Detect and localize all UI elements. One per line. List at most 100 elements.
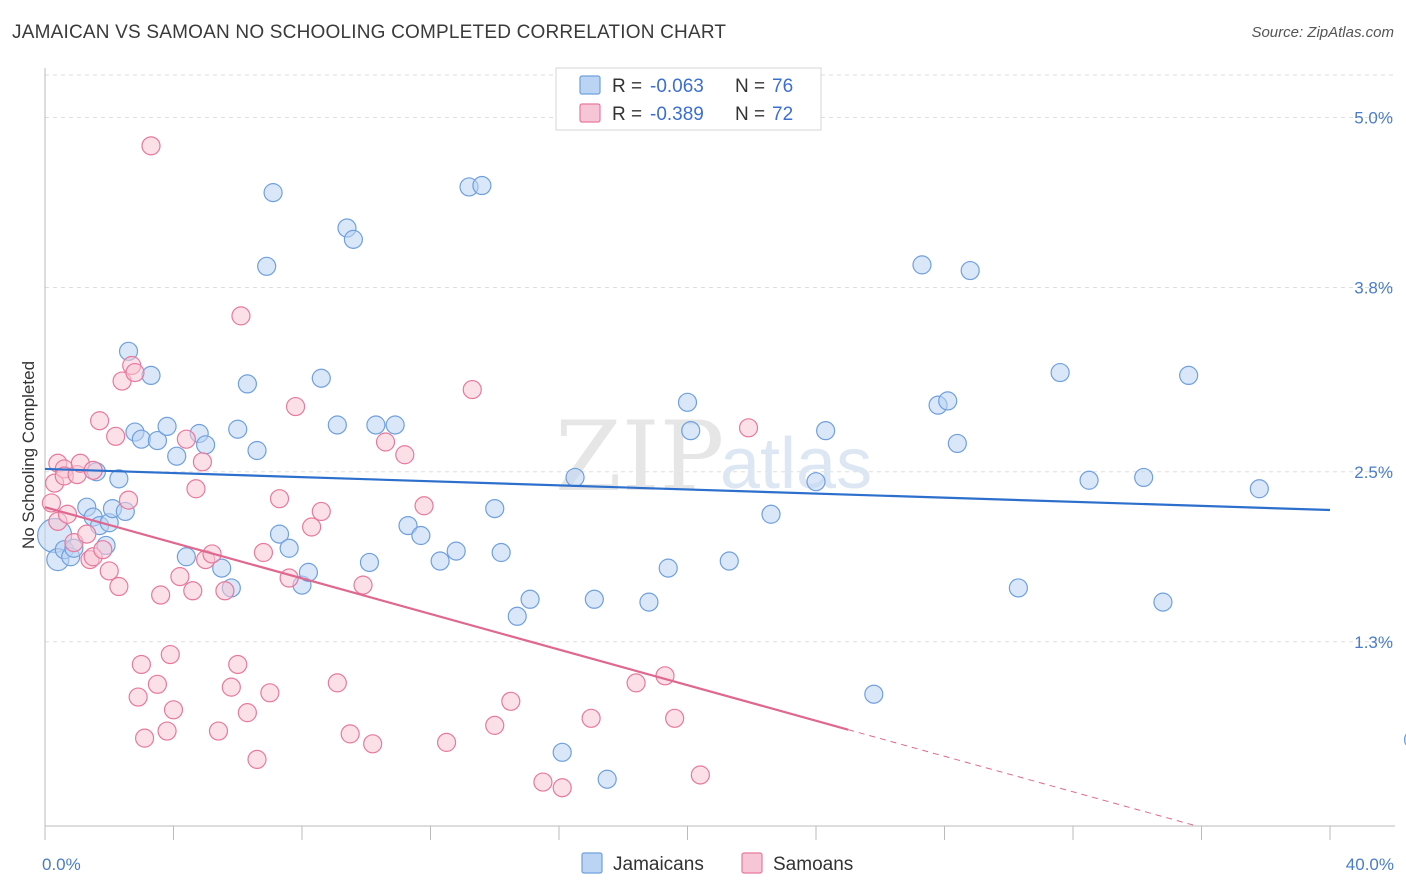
jamaican-point — [947, 433, 967, 454]
jamaican-point — [147, 430, 168, 451]
jamaican-point — [141, 365, 161, 385]
legend-swatch-jamaicans — [579, 75, 601, 95]
jamaican-point — [131, 429, 151, 449]
jamaican-point — [176, 547, 196, 567]
samoan-point — [170, 567, 190, 587]
jamaican-point — [237, 374, 257, 394]
x-tick-label: 40.0% — [1346, 855, 1394, 874]
jamaican-point — [864, 684, 884, 704]
jamaican-point — [597, 769, 617, 789]
samoan-point — [109, 576, 129, 597]
legend-n-value-1: 72 — [772, 104, 793, 125]
legend-r-value-1: -0.389 — [650, 104, 704, 125]
jamaican-point — [247, 440, 267, 461]
jamaican-point — [228, 419, 248, 439]
samoan-point — [228, 654, 248, 675]
samoan-point — [738, 418, 759, 438]
jamaican-point — [212, 558, 232, 578]
samoan-point — [186, 479, 206, 499]
series-legend-jamaicans: Jamaicans — [613, 854, 704, 875]
jamaican-point — [520, 589, 540, 609]
samoan-point — [501, 691, 521, 711]
source-label: Source: ZipAtlas.com — [1251, 24, 1394, 41]
grid-lines — [45, 74, 1395, 643]
jamaican-point — [398, 515, 418, 536]
trend-lines — [44, 467, 1331, 827]
jamaican-point — [109, 469, 129, 489]
jamaican-point — [485, 498, 505, 519]
jamaican-point — [1153, 592, 1173, 612]
legend-r-label-0: R = — [612, 76, 642, 97]
jamaican-point — [681, 421, 701, 441]
jamaican-point — [411, 525, 431, 546]
jamaican-point — [719, 551, 739, 571]
legend-n-label-0: N = — [735, 76, 765, 97]
jamaican-point — [1050, 362, 1070, 383]
samoan-point — [208, 721, 229, 741]
samoan-point — [125, 362, 145, 383]
jamaican-point — [639, 592, 659, 612]
samoan-point — [302, 517, 322, 537]
y-tick-label: 1.3% — [1354, 633, 1393, 652]
y-tick-label: 5.0% — [1354, 109, 1393, 128]
jamaican-point — [507, 606, 527, 626]
samoan-point — [533, 772, 553, 792]
samoan-trend-extension — [847, 729, 1197, 827]
samoan-point — [462, 379, 482, 400]
x-tick-label: 0.0% — [42, 855, 81, 874]
jamaican-point — [658, 558, 678, 578]
samoan-point — [395, 445, 415, 465]
samoan-point — [414, 496, 434, 516]
series-legend-swatch-samoans — [741, 852, 763, 874]
samoan-point — [375, 432, 396, 452]
jamaican-points — [37, 175, 1406, 789]
samoan-point — [285, 396, 306, 417]
legend-r-value-0: -0.063 — [650, 76, 704, 97]
samoan-point — [626, 673, 646, 693]
jamaican-point — [167, 446, 187, 466]
samoan-point — [655, 666, 675, 686]
samoan-point — [581, 708, 601, 728]
jamaican-point — [327, 415, 347, 435]
jamaican-point — [1008, 578, 1028, 598]
jamaican-point — [196, 435, 216, 455]
jamaican-point — [938, 391, 958, 411]
samoan-point — [118, 490, 139, 510]
jamaican-point — [1134, 467, 1154, 488]
samoan-point — [90, 411, 110, 431]
samoan-point — [134, 728, 155, 748]
samoan-point — [141, 136, 161, 156]
jamaican-point — [298, 562, 319, 582]
samoan-point — [237, 703, 257, 723]
jamaican-point — [1249, 479, 1269, 499]
samoan-point — [436, 732, 457, 752]
jamaican-point — [472, 175, 492, 196]
samoan-point — [269, 489, 290, 509]
samoan-point — [183, 581, 203, 601]
jamaican-point — [385, 415, 405, 435]
samoan-point — [353, 575, 373, 595]
samoan-point — [215, 581, 235, 601]
samoan-point — [131, 654, 151, 675]
jamaican-point — [491, 542, 511, 563]
samoan-point — [106, 426, 126, 446]
samoan-point — [192, 452, 213, 472]
samoan-point — [665, 708, 685, 728]
samoan-point — [157, 721, 177, 741]
series-legend: Jamaicans Samoans — [581, 852, 853, 875]
series-legend-swatch-jamaicans — [581, 852, 603, 874]
jamaican-point — [960, 260, 980, 281]
jamaican-point — [269, 524, 290, 544]
jamaican-point — [366, 415, 386, 435]
jamaican-trend-line — [44, 467, 1331, 512]
samoan-point — [176, 429, 196, 449]
samoan-point — [327, 673, 347, 693]
jamaican-point — [761, 504, 781, 524]
samoan-point — [128, 687, 148, 707]
jamaican-point — [565, 467, 585, 488]
legend-swatch-samoans — [579, 103, 601, 123]
jamaican-point — [584, 589, 604, 609]
chart-title: JAMAICAN VS SAMOAN NO SCHOOLING COMPLETE… — [12, 22, 727, 43]
jamaican-point — [552, 742, 572, 762]
